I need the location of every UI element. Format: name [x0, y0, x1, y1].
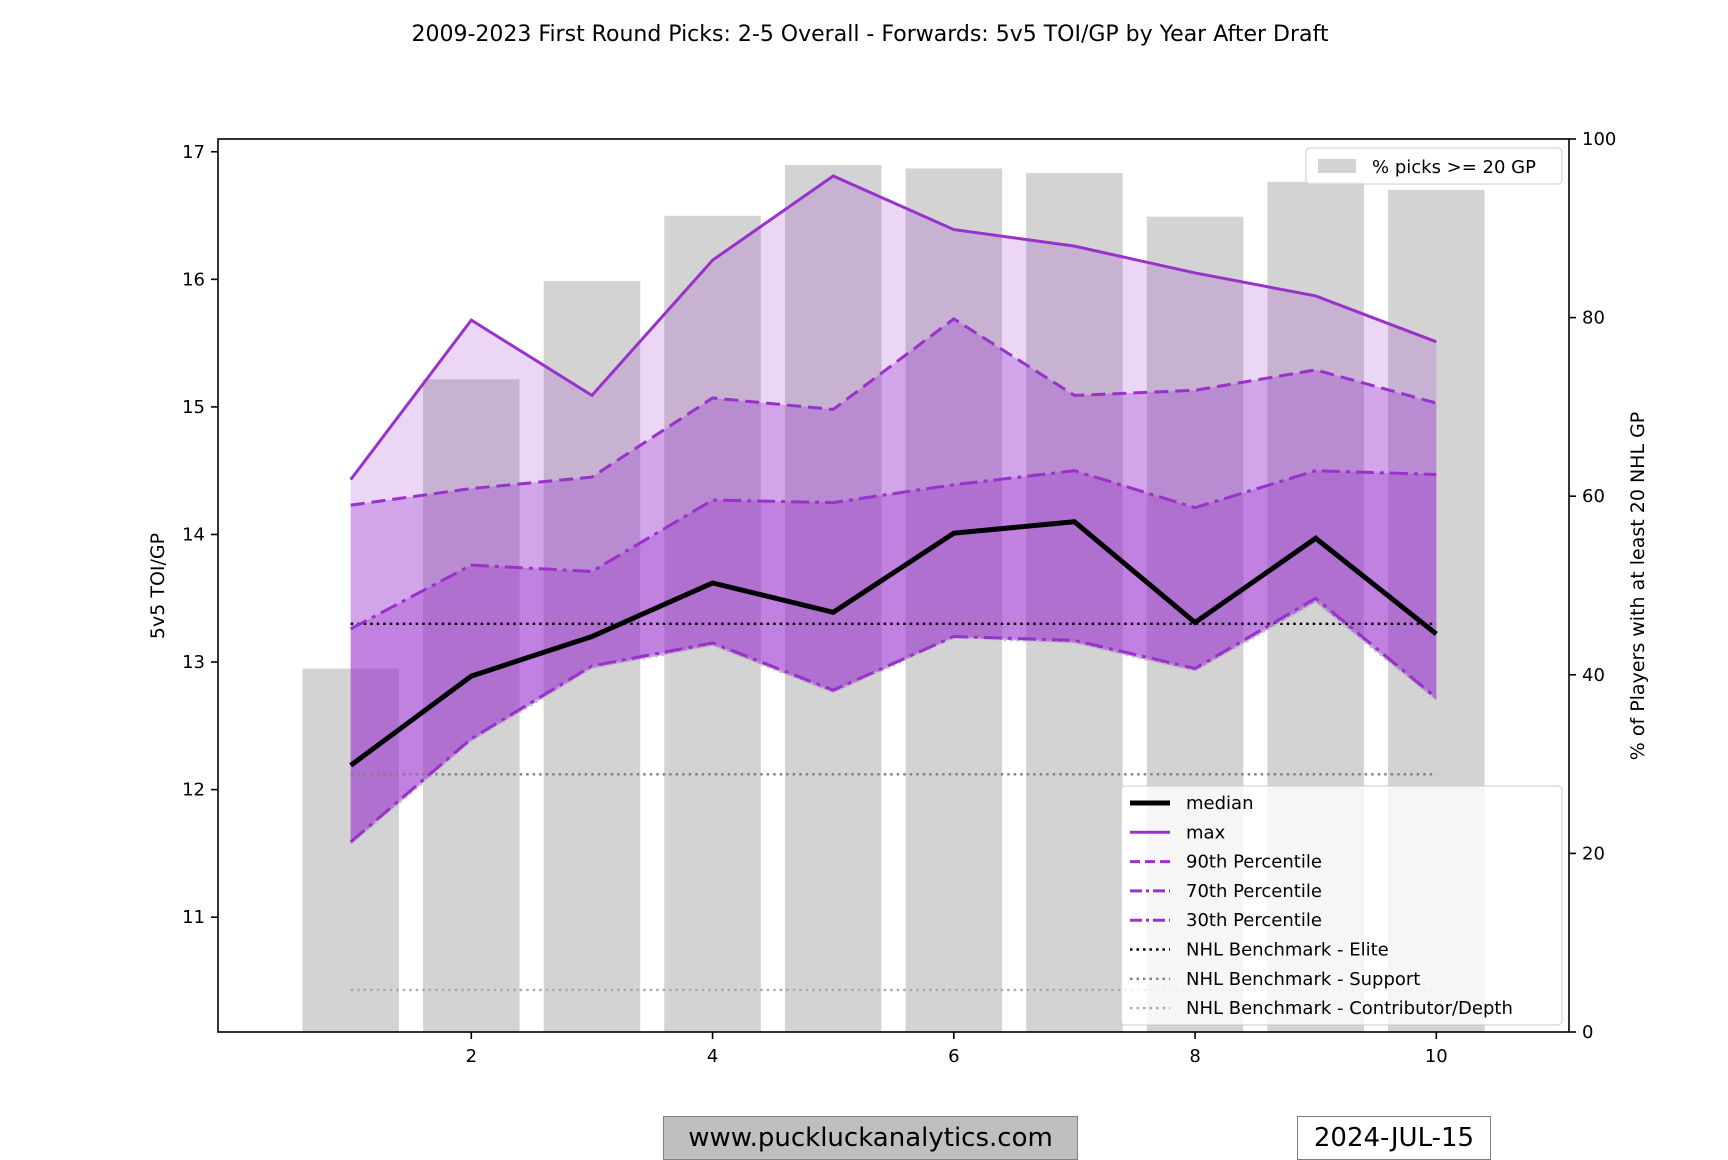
y-tick-label: 15: [182, 397, 205, 418]
y-tick-label: 11: [182, 907, 205, 928]
y2-tick-label: 80: [1582, 308, 1605, 329]
bar-5: [784, 164, 882, 1033]
legend-label-3: 90th Percentile: [1186, 852, 1322, 873]
y-tick-label: 17: [182, 142, 205, 163]
bar-3: [543, 280, 641, 1032]
x-tick-label: 10: [1425, 1046, 1448, 1067]
legend-label-6: NHL Benchmark - Elite: [1186, 940, 1389, 961]
bar-legend-swatch: [1318, 159, 1356, 173]
legend-label-5: 30th Percentile: [1186, 910, 1322, 931]
legend-label-1: median: [1186, 793, 1253, 814]
y-tick-label: 12: [182, 780, 205, 801]
series-line-max: [349, 174, 1437, 481]
y-tick-label: 13: [182, 652, 205, 673]
series-line-70th-percentile: [349, 469, 1437, 631]
bar-legend-frame: [1305, 147, 1563, 185]
fills-layer: [350, 175, 1437, 845]
chart-title: 2009-2023 First Round Picks: 2-5 Overall…: [411, 22, 1328, 47]
y2-tick-label: 20: [1582, 843, 1605, 864]
bar-1: [302, 668, 399, 1032]
bar-legend-label: % picks >= 20 GP: [1372, 157, 1536, 178]
min-line: [349, 600, 1438, 846]
line-legend: median max 90th Percentile 70th Percentile 3…: [1120, 785, 1563, 1026]
legend-label-8: NHL Benchmark - Contributor/Depth: [1186, 998, 1513, 1019]
legend-label-2: max: [1186, 822, 1226, 843]
bar-7: [1026, 172, 1123, 1032]
legend-label-7: NHL Benchmark - Support: [1186, 969, 1420, 990]
x-tick-label: 8: [1189, 1046, 1200, 1067]
x-tick-label: 2: [466, 1046, 477, 1067]
date-label: 2024-JUL-15: [1297, 1116, 1491, 1160]
series-line-30th-percentile: [349, 596, 1438, 844]
band-fill-1: [350, 175, 1437, 842]
band-fill-2: [350, 318, 1437, 845]
y-tick-label: 16: [182, 269, 205, 290]
bar-6: [905, 168, 1003, 1032]
bar-2: [423, 379, 520, 1032]
y2-tick-label: 100: [1582, 129, 1616, 150]
series-line-median: [349, 519, 1438, 768]
y2-tick-label: 60: [1582, 486, 1605, 507]
y-tick-label: 14: [182, 524, 205, 545]
x-tick-label: 4: [707, 1046, 718, 1067]
bar-4: [664, 215, 761, 1033]
x-tick-label: 6: [948, 1046, 959, 1067]
y2-tick-label: 40: [1582, 665, 1605, 686]
y-axis-label: 5v5 TOI/GP: [147, 533, 169, 639]
band-fill-3: [350, 470, 1437, 845]
y2-tick-label: 0: [1582, 1022, 1593, 1043]
y2-axis-label: % of Players with at least 20 NHL GP: [1627, 412, 1649, 761]
lines-layer: [349, 174, 1438, 846]
plot-frame: [217, 138, 1570, 1033]
line-legend-frame: [1120, 785, 1563, 1026]
legend-label-4: 70th Percentile: [1186, 881, 1322, 902]
bar-legend: % picks >= 20 GP: [1305, 147, 1563, 185]
website-label: www.puckluckanalytics.com: [663, 1116, 1078, 1160]
axes-layer: 2 4 6 8 10 11 12 13 14 15 16 17 0 20 40 60 80 100: [182, 129, 1616, 1067]
